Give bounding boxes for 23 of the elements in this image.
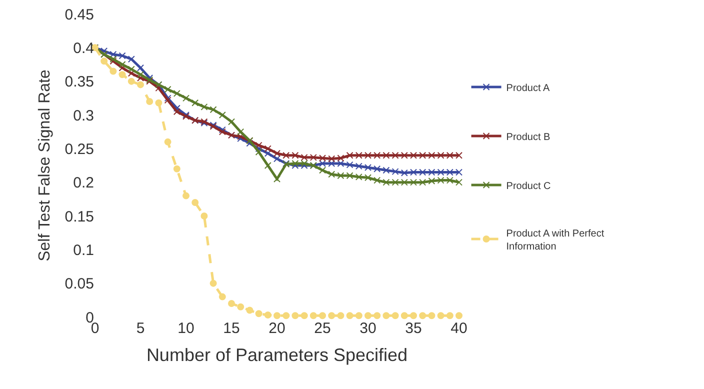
x-tick-label: 30: [360, 320, 376, 337]
legend-label: Product C: [506, 180, 551, 192]
legend-label: Product A with Perfect Information: [506, 228, 604, 252]
y-tick-label: 0.35: [64, 74, 94, 91]
x-tick-label: 5: [136, 320, 145, 337]
x-tick-label: 10: [178, 320, 194, 337]
x-tick-label: 15: [223, 320, 240, 337]
y-tick-label: 0.4: [73, 40, 94, 57]
x-tick-label: 25: [314, 320, 331, 337]
y-tick-label: 0.3: [73, 107, 94, 124]
y-tick-label: 0.15: [64, 208, 94, 226]
legend-label: Product B: [506, 132, 551, 143]
y-tick-label: 0.05: [64, 276, 94, 293]
y-tick-label: 0.2: [73, 174, 94, 192]
y-tick-label: 0.45: [64, 6, 94, 24]
y-axis-title: Self Test False Signal Rate: [36, 70, 54, 262]
legend-label: Product A: [506, 82, 550, 94]
x-tick-label: 35: [405, 320, 422, 337]
x-tick-label: 20: [268, 320, 286, 337]
y-tick-label: 0.25: [64, 140, 94, 158]
y-tick-label: 0.1: [73, 242, 94, 259]
x-axis-title: Number of Parameters Specified: [146, 345, 408, 366]
x-tick-label: 40: [450, 320, 468, 337]
